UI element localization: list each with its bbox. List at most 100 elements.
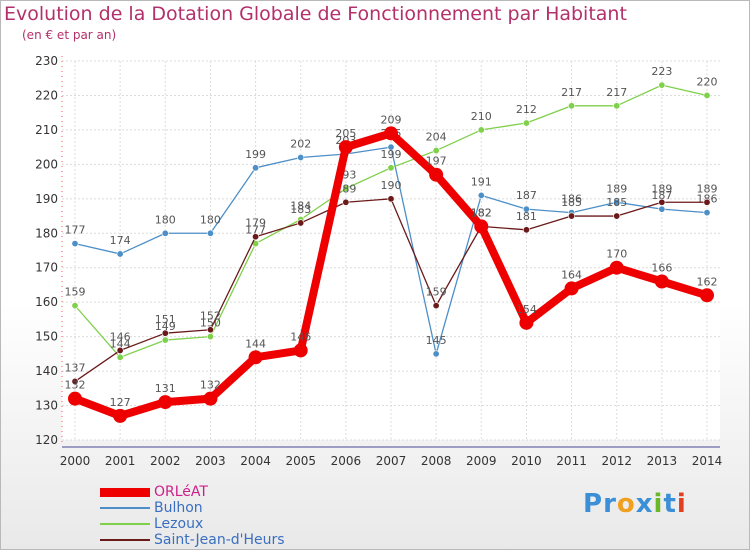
data-point bbox=[252, 233, 260, 241]
data-label: 199 bbox=[381, 148, 402, 161]
data-label: 170 bbox=[606, 248, 627, 261]
data-label: 132 bbox=[65, 379, 86, 392]
data-point bbox=[703, 91, 711, 99]
data-label: 189 bbox=[697, 182, 718, 195]
logo-letter: o bbox=[616, 489, 636, 519]
data-point bbox=[429, 167, 444, 182]
data-point bbox=[564, 281, 579, 296]
x-tick-label: 2006 bbox=[331, 454, 362, 468]
data-label: 137 bbox=[65, 361, 86, 374]
data-label: 220 bbox=[697, 75, 718, 88]
y-tick-label: 120 bbox=[35, 433, 58, 447]
data-label: 199 bbox=[245, 148, 266, 161]
data-point bbox=[387, 143, 395, 151]
data-point bbox=[158, 395, 173, 410]
y-tick-label: 180 bbox=[35, 226, 58, 240]
data-label: 154 bbox=[516, 303, 537, 316]
data-label: 184 bbox=[290, 199, 311, 212]
data-point bbox=[613, 102, 621, 110]
data-point bbox=[519, 315, 534, 330]
proxiti-logo: Proxiti bbox=[583, 489, 687, 519]
data-label: 189 bbox=[606, 182, 627, 195]
data-label: 146 bbox=[110, 330, 131, 343]
legend-item-lezoux[interactable]: Lezoux bbox=[100, 516, 360, 532]
data-point bbox=[252, 164, 260, 172]
x-tick-label: 2001 bbox=[105, 454, 136, 468]
y-tick-label: 150 bbox=[35, 330, 58, 344]
data-point bbox=[654, 274, 669, 289]
legend-label-bulhon: Bulhon bbox=[154, 500, 203, 516]
data-label: 217 bbox=[606, 86, 627, 99]
data-point bbox=[477, 191, 485, 199]
legend-swatch-orleat bbox=[100, 488, 150, 497]
data-point bbox=[384, 126, 398, 141]
data-point bbox=[609, 260, 624, 275]
data-point bbox=[71, 240, 79, 248]
data-label: 166 bbox=[651, 262, 672, 275]
data-label: 179 bbox=[245, 217, 266, 230]
data-point bbox=[203, 391, 218, 406]
data-label: 144 bbox=[245, 337, 266, 350]
data-label: 182 bbox=[471, 206, 492, 219]
data-point bbox=[703, 209, 711, 217]
data-label: 205 bbox=[335, 127, 356, 140]
legend-item-orleat[interactable]: ORLéAT bbox=[100, 484, 360, 500]
data-point bbox=[613, 212, 621, 220]
data-label: 185 bbox=[561, 196, 582, 209]
y-tick-label: 130 bbox=[35, 399, 58, 413]
x-tick-label: 2014 bbox=[692, 454, 723, 468]
y-tick-label: 210 bbox=[35, 123, 58, 137]
legend-label-orleat: ORLéAT bbox=[154, 484, 208, 500]
data-label: 197 bbox=[426, 155, 447, 168]
x-tick-label: 2007 bbox=[376, 454, 407, 468]
legend: ORLéAT Bulhon Lezoux Saint-Jean-d'Heurs bbox=[100, 484, 360, 548]
data-point bbox=[613, 198, 621, 206]
logo-letter: x bbox=[635, 489, 654, 519]
data-point bbox=[116, 250, 124, 258]
data-point bbox=[116, 353, 124, 361]
data-label: 183 bbox=[290, 203, 311, 216]
y-tick-label: 200 bbox=[35, 157, 58, 171]
x-tick-label: 2009 bbox=[466, 454, 497, 468]
data-label: 152 bbox=[200, 310, 221, 323]
y-tick-label: 140 bbox=[35, 364, 58, 378]
data-point bbox=[522, 205, 530, 213]
data-point bbox=[658, 205, 666, 213]
data-point bbox=[474, 219, 489, 234]
logo-letter: r bbox=[603, 489, 617, 519]
x-tick-label: 2013 bbox=[647, 454, 678, 468]
data-label: 146 bbox=[290, 330, 311, 343]
x-tick-label: 2011 bbox=[556, 454, 587, 468]
data-point bbox=[71, 302, 79, 310]
data-point bbox=[703, 198, 711, 206]
data-point bbox=[522, 119, 530, 127]
data-point bbox=[387, 195, 395, 203]
chart-subtitle: (en € et par an) bbox=[22, 28, 117, 42]
data-label: 131 bbox=[155, 382, 176, 395]
y-tick-label: 220 bbox=[35, 88, 58, 102]
data-label: 187 bbox=[651, 189, 672, 202]
data-point bbox=[71, 377, 79, 385]
legend-item-saint-jean-d-heurs[interactable]: Saint-Jean-d'Heurs bbox=[100, 532, 360, 548]
data-label: 132 bbox=[200, 379, 221, 392]
data-point bbox=[522, 226, 530, 234]
y-tick-label: 170 bbox=[35, 261, 58, 275]
data-point bbox=[342, 184, 350, 192]
data-label: 159 bbox=[65, 286, 86, 299]
data-label: 189 bbox=[651, 182, 672, 195]
data-point bbox=[161, 229, 169, 237]
data-label: 159 bbox=[426, 286, 447, 299]
data-point bbox=[206, 229, 214, 237]
data-label: 151 bbox=[155, 313, 176, 326]
data-point bbox=[568, 102, 576, 110]
data-label: 149 bbox=[155, 320, 176, 333]
chart-title: Evolution de la Dotation Globale de Fonc… bbox=[4, 3, 627, 25]
data-label: 144 bbox=[110, 337, 131, 350]
data-point bbox=[248, 350, 263, 365]
legend-item-bulhon[interactable]: Bulhon bbox=[100, 500, 360, 516]
data-label: 180 bbox=[155, 213, 176, 226]
data-point bbox=[161, 336, 169, 344]
data-label: 223 bbox=[651, 65, 672, 78]
